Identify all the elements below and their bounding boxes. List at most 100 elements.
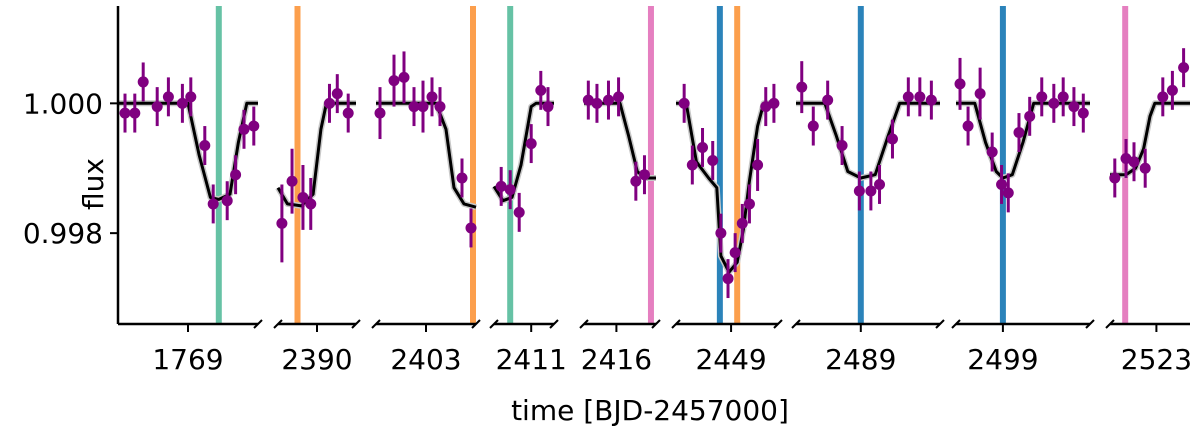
panel-2523: 2523 (1105, 6, 1192, 376)
axis-break-right (471, 319, 481, 329)
data-point (686, 159, 698, 171)
panel-2489: 2489 (791, 6, 945, 376)
data-point (230, 169, 242, 181)
axis-break-left (791, 319, 801, 329)
data-point (678, 97, 690, 109)
data-point (1048, 97, 1060, 109)
data-point (1157, 91, 1169, 103)
data-point (954, 78, 966, 90)
data-point (1128, 156, 1140, 168)
data-point (305, 198, 317, 210)
data-point (417, 101, 429, 113)
data-point (456, 172, 468, 184)
data-point (736, 217, 748, 229)
data-point (331, 88, 343, 100)
y-axis-label: flux (77, 158, 110, 210)
data-point (752, 159, 764, 171)
data-point (1139, 162, 1151, 174)
data-point (974, 88, 986, 100)
axis-break-right (253, 319, 263, 329)
data-point (796, 81, 808, 93)
data-point (465, 222, 477, 234)
x-tick-label: 1769 (152, 343, 223, 376)
data-point (582, 94, 594, 106)
data-point (434, 101, 446, 113)
axis-break-left (371, 319, 381, 329)
axis-break-left (579, 319, 589, 329)
data-point (715, 227, 727, 239)
panel-2416: 2416 (579, 6, 661, 376)
x-tick-label: 2411 (496, 343, 567, 376)
y-axis: 1.000 0.998 (23, 6, 120, 324)
data-point (874, 178, 886, 190)
data-point (119, 107, 131, 119)
data-point (398, 71, 410, 83)
data-point (388, 75, 400, 87)
data-point (743, 198, 755, 210)
panel-2499: 2499 (951, 6, 1095, 376)
axis-break-left (671, 319, 681, 329)
data-point (1002, 187, 1014, 199)
data-point (591, 97, 603, 109)
data-point (1178, 62, 1190, 74)
data-point (996, 178, 1008, 190)
model-curve (276, 101, 356, 208)
y-tick-label: 0.998 (23, 217, 103, 250)
data-point (902, 91, 914, 103)
data-point (535, 84, 547, 96)
data-point (1077, 107, 1089, 119)
x-axis-label: time [BJD-2457000] (511, 394, 789, 427)
data-point (248, 120, 260, 132)
x-tick-label: 2449 (695, 343, 766, 376)
data-point (525, 138, 537, 150)
axis-break-left (489, 319, 499, 329)
data-point (886, 133, 898, 145)
axis-break-left (273, 319, 283, 329)
axis-break-right (1085, 319, 1095, 329)
panel-2403: 2403 (371, 6, 481, 376)
axis-break-left (1105, 319, 1115, 329)
data-point (865, 185, 877, 197)
panel-2449: 2449 (671, 6, 783, 376)
data-point (925, 94, 937, 106)
data-point (513, 206, 525, 218)
axis-break-right (773, 319, 783, 329)
model-curve (676, 101, 778, 274)
data-point (602, 94, 614, 106)
axis-break-right (935, 319, 945, 329)
data-point (276, 217, 288, 229)
data-point (185, 91, 197, 103)
model-curve (492, 101, 554, 203)
data-point (1013, 127, 1025, 139)
data-point (722, 273, 734, 285)
data-point (297, 191, 309, 203)
x-tick-label: 2403 (390, 343, 461, 376)
data-point (323, 97, 335, 109)
data-point (162, 91, 174, 103)
data-point (1109, 172, 1121, 184)
data-point (986, 146, 998, 158)
x-tick-label: 2416 (581, 343, 652, 376)
data-point (1036, 91, 1048, 103)
data-point (822, 94, 834, 106)
data-point (176, 97, 188, 109)
data-point (807, 120, 819, 132)
data-point (836, 140, 848, 152)
data-point (768, 97, 780, 109)
data-point (542, 101, 554, 113)
panels-group: 1769 2390 2403 2411 2416 2449 2489 2499 2523 (118, 6, 1192, 376)
data-point (1024, 110, 1036, 122)
data-point (151, 101, 163, 113)
data-point (374, 107, 386, 119)
panel-2390: 2390 (273, 6, 361, 376)
x-tick-label: 2499 (967, 343, 1038, 376)
data-point (426, 91, 438, 103)
data-point (137, 76, 149, 88)
data-point (1068, 101, 1080, 113)
axis-break-right (351, 319, 361, 329)
axis-break-right (651, 319, 661, 329)
data-point (504, 184, 516, 196)
data-point (238, 123, 250, 135)
data-point (729, 247, 741, 259)
